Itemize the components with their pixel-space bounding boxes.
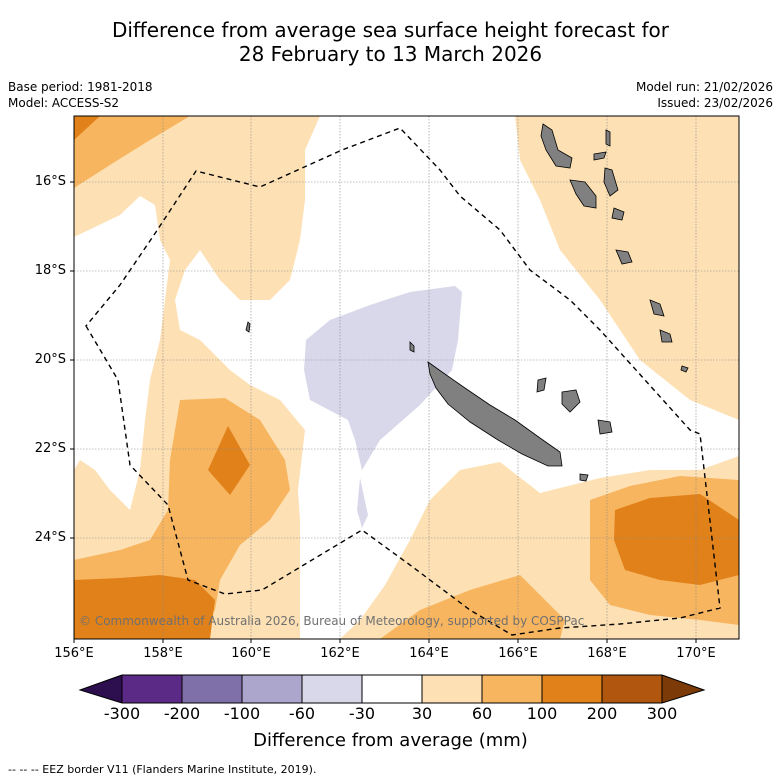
chart-title: Difference from average sea surface heig… xyxy=(0,18,781,66)
colorbar-dividers xyxy=(78,674,706,704)
vanuatu-malakula xyxy=(569,179,597,209)
near-normal-pocket xyxy=(342,130,420,190)
colorbar-tick-label: -30 xyxy=(348,704,376,723)
colorbar-tick-label: 60 xyxy=(471,704,493,723)
meta-right: Model run: 21/02/2026 Issued: 23/02/2026 xyxy=(636,79,773,111)
title-line-1: Difference from average sea surface heig… xyxy=(111,18,670,42)
model-name: Model: ACCESS-S2 xyxy=(8,96,120,110)
anomaly-60-100-south xyxy=(380,575,565,639)
lon-label: 158°E xyxy=(143,646,183,661)
colorbar-tick-label: 300 xyxy=(646,704,678,723)
colorbar-bin-9 xyxy=(602,675,662,703)
colorbar-bin-10 xyxy=(662,675,704,703)
lon-label: 166°E xyxy=(498,646,538,661)
anomaly-100-200-west-core xyxy=(208,426,250,495)
vanuatu-efate xyxy=(611,207,625,221)
near-normal-region-west xyxy=(74,196,170,510)
axis-ticks xyxy=(70,181,697,643)
vanuatu-erromango xyxy=(615,249,633,265)
lon-label: 162°E xyxy=(320,646,360,661)
meta-left: Base period: 1981-2018 Model: ACCESS-S2 xyxy=(8,79,153,111)
lon-label: 156°E xyxy=(54,646,94,661)
anomaly-100-200-east-core xyxy=(614,494,739,585)
colorbar-bin-5 xyxy=(362,675,422,703)
colorbar-tick-label: -200 xyxy=(163,704,201,723)
colorbar-tick-label: 100 xyxy=(526,704,558,723)
title-line-2: 28 February to 13 March 2026 xyxy=(238,42,543,66)
colorbar-bin-2 xyxy=(182,675,242,703)
colorbar-bin-3 xyxy=(242,675,302,703)
negative-anomaly-region xyxy=(304,286,462,470)
loyalty-island-ouvea xyxy=(536,377,547,393)
map-panel xyxy=(74,116,739,639)
lon-label: 160°E xyxy=(231,646,271,661)
near-normal-region xyxy=(175,116,739,639)
colorbar-bin-8 xyxy=(542,675,602,703)
land-masses xyxy=(245,123,689,482)
lon-label: 170°E xyxy=(676,646,716,661)
vanuatu-pentecost xyxy=(603,167,619,197)
colorbar-tick-label: 30 xyxy=(411,704,433,723)
lon-label: 168°E xyxy=(587,646,627,661)
colorbar-bin-6 xyxy=(422,675,482,703)
map-frame xyxy=(73,115,740,640)
lat-label: 24°S xyxy=(34,530,66,545)
vanuatu-ambae xyxy=(593,151,607,161)
vanuatu-tanna xyxy=(649,299,665,317)
belep-islands xyxy=(409,341,415,353)
colorbar-bin-4 xyxy=(302,675,362,703)
vanuatu-espiritu-santo xyxy=(540,123,573,169)
issued-date: Issued: 23/02/2026 xyxy=(657,96,773,110)
loyalty-island-lifou xyxy=(561,389,581,413)
colorbar-title: Difference from average (mm) xyxy=(253,730,528,751)
lat-label: 18°S xyxy=(34,263,66,278)
colorbar-bin-0 xyxy=(80,675,122,703)
anomaly-60-100-northwest xyxy=(74,116,190,188)
lon-label: 164°E xyxy=(409,646,449,661)
colorbar-bin-7 xyxy=(482,675,542,703)
vanuatu-aneityum xyxy=(659,329,673,343)
anomaly-100-200-southwest xyxy=(74,575,215,639)
anomaly-30-60-east-dot xyxy=(705,365,725,395)
colorbar-tick-label: 200 xyxy=(586,704,618,723)
new-caledonia xyxy=(427,361,563,467)
base-period: Base period: 1981-2018 xyxy=(8,80,153,94)
walpole-island xyxy=(680,365,689,373)
loyalty-island-mare xyxy=(597,419,613,435)
anomaly-100-200-northwest xyxy=(74,116,100,140)
colorbar-bin-1 xyxy=(122,675,182,703)
vanuatu-maewo xyxy=(605,129,611,147)
copyright-notice: © Commonwealth of Australia 2026, Bureau… xyxy=(79,614,585,628)
colorbar-tick-label: -300 xyxy=(103,704,141,723)
lat-label: 22°S xyxy=(34,441,66,456)
colorbar-tick-label: -60 xyxy=(288,704,316,723)
chesterfield-reef xyxy=(245,321,251,333)
colorbar xyxy=(78,674,706,704)
lat-label: 20°S xyxy=(34,352,66,367)
lat-label: 16°S xyxy=(34,174,66,189)
negative-anomaly-sliver xyxy=(357,478,368,528)
graticule xyxy=(74,116,739,639)
colorbar-tick-label: -100 xyxy=(223,704,261,723)
eez-footnote: -- -- -- EEZ border V11 (Flanders Marine… xyxy=(8,763,317,776)
model-run: Model run: 21/02/2026 xyxy=(635,80,773,94)
isle-of-pines xyxy=(579,473,589,482)
